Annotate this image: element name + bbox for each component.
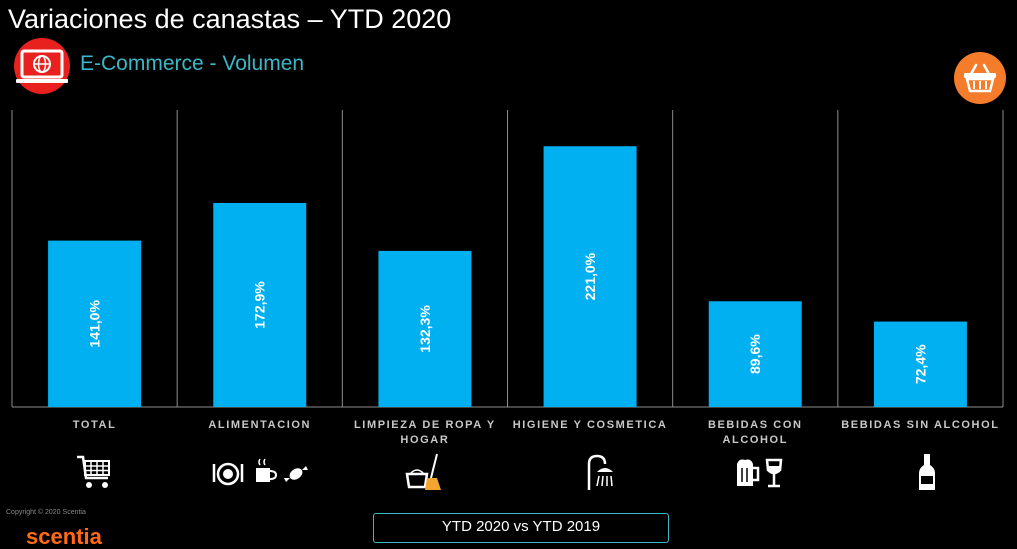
food-drink-candy-icon — [212, 458, 308, 486]
bar — [48, 240, 142, 407]
bar — [708, 301, 802, 407]
copyright-text: Copyright © 2020 Scentia — [6, 509, 86, 516]
bar — [873, 321, 967, 407]
data-label: 221,0% — [582, 252, 598, 300]
bar — [378, 250, 472, 407]
bar — [543, 146, 637, 407]
category-label: BEBIDAS SIN ALCOHOL — [841, 419, 1000, 431]
category-label: LIMPIEZA DE ROPA Y HOGAR — [353, 419, 496, 446]
brand-logo: scentia — [26, 524, 102, 549]
laptop-globe-icon — [14, 38, 70, 94]
category-label: TOTAL — [72, 419, 117, 431]
shopping-cart-icon — [77, 455, 110, 488]
shower-icon — [587, 454, 613, 490]
bucket-broom-icon — [405, 453, 441, 490]
category-label: ALIMENTACION — [208, 419, 312, 431]
shopping-basket-icon — [954, 52, 1006, 104]
data-label: 141,0% — [87, 300, 103, 348]
period-label: YTD 2020 vs YTD 2019 — [373, 513, 669, 543]
data-label: 132,3% — [417, 305, 433, 353]
category-label: BEBIDAS CON ALCOHOL — [707, 419, 803, 446]
category-label: HIGIENE Y COSMETICA — [512, 419, 668, 431]
data-label: 172,9% — [252, 281, 268, 329]
page-title: Variaciones de canastas – YTD 2020 — [8, 4, 452, 34]
page-subtitle: E-Commerce - Volumen — [80, 52, 305, 75]
data-label: 89,6% — [747, 334, 763, 374]
data-label: 72,4% — [912, 344, 928, 384]
bar — [213, 202, 307, 407]
bottle-icon — [919, 454, 935, 490]
beer-wine-icon — [737, 458, 783, 488]
